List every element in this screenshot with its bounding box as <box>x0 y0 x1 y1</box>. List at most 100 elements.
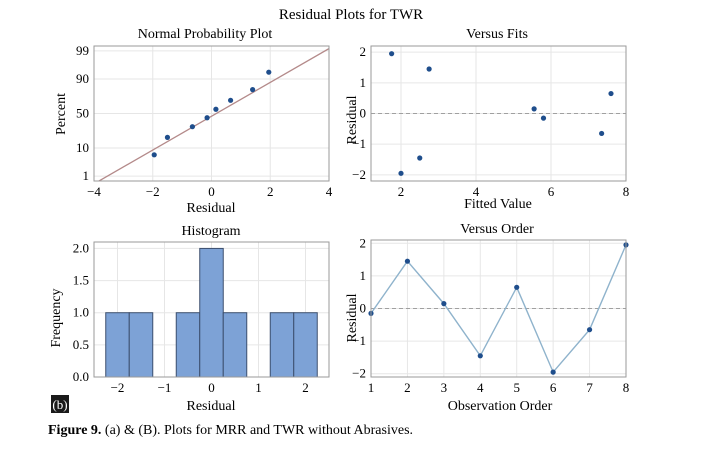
x-tick-label: 2 <box>404 380 411 395</box>
x-tick-label: 6 <box>550 380 557 395</box>
data-point <box>189 124 196 130</box>
y-tick-label: −1 <box>352 333 366 348</box>
versus-order-title: Versus Order <box>460 222 534 237</box>
versus-order-panel: Versus Order 1 2 3 4 5 6 7 8 −2 −1 0 1 2 Observation… <box>345 222 629 414</box>
versus-order-frame <box>370 239 627 378</box>
histogram-bar <box>293 312 318 378</box>
normal-probability-grid <box>94 46 329 181</box>
data-point <box>204 115 210 121</box>
normal-probability-xlabel: Residual <box>187 201 236 216</box>
data-point <box>213 106 219 112</box>
panel-badge-label: (b) <box>52 397 67 412</box>
x-tick-label: 4 <box>473 184 480 199</box>
histogram-ticks: −2 −1 0 1 2 0.0 0.5 1.0 1.5 2.0 <box>73 240 309 395</box>
y-tick-label: 2.0 <box>73 240 89 255</box>
y-tick-label: 2 <box>360 235 367 250</box>
histogram-bar <box>128 312 154 378</box>
histogram-xlabel: Residual <box>187 399 236 414</box>
x-tick-label: 0 <box>208 380 215 395</box>
data-point <box>426 66 432 72</box>
data-point <box>514 284 520 290</box>
x-tick-label: 8 <box>623 380 630 395</box>
x-tick-label: 4 <box>477 380 484 395</box>
fit-line <box>97 48 329 181</box>
y-tick-label: 0 <box>360 106 367 121</box>
x-tick-label: 1 <box>368 380 375 395</box>
y-tick-label: 1 <box>360 75 367 90</box>
data-point <box>398 170 404 176</box>
versus-order-marks <box>368 242 629 375</box>
normal-probability-marks <box>97 48 329 181</box>
histogram-panel: Histogram −2 −1 0 1 2 0.0 0.5 1.0 1.5 2.0 Residua… <box>49 224 330 414</box>
x-tick-label: 2 <box>302 380 309 395</box>
y-tick-label: 50 <box>76 106 89 121</box>
y-tick-label: 99 <box>76 43 89 58</box>
x-tick-label: −4 <box>87 184 101 199</box>
data-point <box>599 130 605 137</box>
y-tick-label: 90 <box>76 71 89 86</box>
y-tick-label: 1 <box>360 268 367 283</box>
data-point <box>441 301 447 307</box>
normal-probability-ylabel: Percent <box>54 93 69 135</box>
y-tick-label: 1 <box>83 168 90 183</box>
x-tick-label: 6 <box>548 184 555 199</box>
x-tick-label: 3 <box>441 380 448 395</box>
normal-probability-ticks: −4 −2 0 2 4 1 10 50 90 99 <box>76 43 333 199</box>
x-tick-label: 1 <box>255 380 262 395</box>
histogram-ylabel: Frequency <box>49 288 64 347</box>
panel-badge: (b) <box>51 395 69 413</box>
y-tick-label: 1.5 <box>73 273 89 288</box>
data-point <box>266 69 272 75</box>
y-tick-label: 2 <box>360 44 367 59</box>
x-tick-label: 2 <box>398 184 405 199</box>
versus-fits-marks <box>371 51 626 176</box>
data-point <box>227 97 234 103</box>
histogram-bar <box>199 247 224 378</box>
figure-caption: Figure 9. (a) & (B). Plots for MRR and T… <box>48 423 413 439</box>
histogram-bar <box>175 312 201 378</box>
data-point <box>389 51 395 57</box>
versus-fits-title: Versus Fits <box>466 27 528 42</box>
panel-badge-box <box>51 395 69 413</box>
histogram-bar <box>222 312 248 378</box>
x-tick-label: −2 <box>111 380 125 395</box>
histogram-bar <box>269 312 295 378</box>
histogram-frame <box>93 241 330 378</box>
x-tick-label: 5 <box>513 380 520 395</box>
data-point <box>550 369 556 375</box>
order-series-line <box>370 244 627 374</box>
versus-order-xlabel: Observation Order <box>448 399 553 414</box>
x-tick-label: 2 <box>267 184 274 199</box>
x-tick-label: 7 <box>586 380 593 395</box>
versus-order-ylabel: Residual <box>345 293 360 342</box>
y-tick-label: 1.0 <box>73 305 89 320</box>
data-point <box>250 87 256 93</box>
data-point <box>417 155 423 161</box>
figure-suptitle: Residual Plots for TWR <box>279 7 423 23</box>
x-tick-label: −2 <box>146 184 160 199</box>
y-tick-label: −2 <box>352 167 366 182</box>
figure-caption-label: Figure 9. <box>48 423 102 438</box>
data-point <box>477 353 483 359</box>
versus-fits-ylabel: Residual <box>345 95 360 144</box>
y-tick-label: 0 <box>360 301 367 316</box>
y-tick-label: −2 <box>352 366 366 381</box>
y-tick-label: 0.0 <box>73 369 89 384</box>
versus-fits-panel: Versus Fits 2 4 6 8 −2 −1 0 1 2 Fitted Value Res… <box>345 27 629 212</box>
data-point <box>586 327 593 333</box>
normal-probability-frame <box>93 45 330 182</box>
x-tick-label: −1 <box>158 380 172 395</box>
histogram-bar <box>105 312 130 378</box>
data-point <box>164 134 171 140</box>
y-tick-label: −1 <box>352 136 366 151</box>
versus-fits-xlabel: Fitted Value <box>464 197 532 212</box>
data-point <box>404 258 411 264</box>
x-tick-label: 8 <box>623 184 630 199</box>
y-tick-label: 10 <box>76 140 89 155</box>
x-tick-label: 4 <box>326 184 333 199</box>
y-tick-label: 0.5 <box>73 337 89 352</box>
data-point <box>531 106 537 112</box>
normal-probability-title: Normal Probability Plot <box>138 27 273 42</box>
data-point <box>540 115 547 121</box>
